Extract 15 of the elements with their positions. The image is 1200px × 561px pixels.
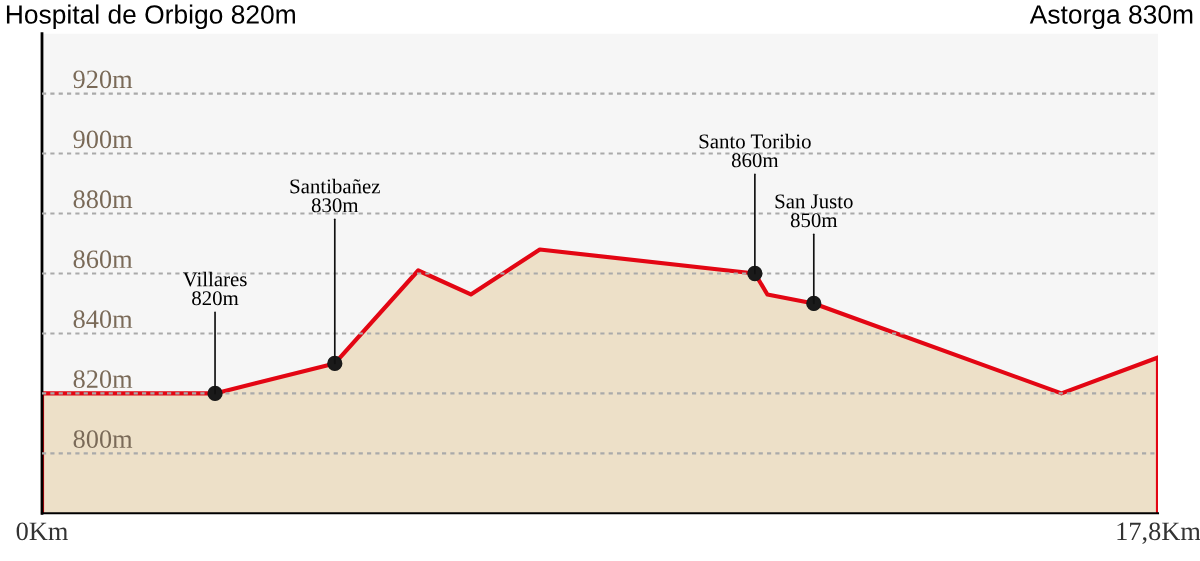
y-tick-label: 820m — [73, 370, 133, 389]
x-tick-label: 0Km — [16, 522, 68, 541]
y-tick-label: 900m — [73, 130, 133, 149]
annotation: San Justo 850m — [775, 194, 853, 228]
annotation: Santo Toribio 860m — [699, 133, 811, 168]
y-tick-label: 800m — [73, 430, 133, 448]
annotation: Santibañez 830m — [290, 178, 380, 213]
text: Astorga 830m — [1029, 5, 1193, 30]
x-tick-label: 17,8Km — [1117, 522, 1200, 545]
text: Hospital de Orbigo 820m — [6, 4, 295, 30]
y-tick-label: 920m — [73, 70, 133, 89]
y-tick-label: 860m — [73, 250, 133, 269]
y-tick-label: 880m — [73, 190, 133, 209]
annotation: Villares 820m — [182, 271, 247, 306]
y-tick-label: 840m — [73, 310, 133, 329]
